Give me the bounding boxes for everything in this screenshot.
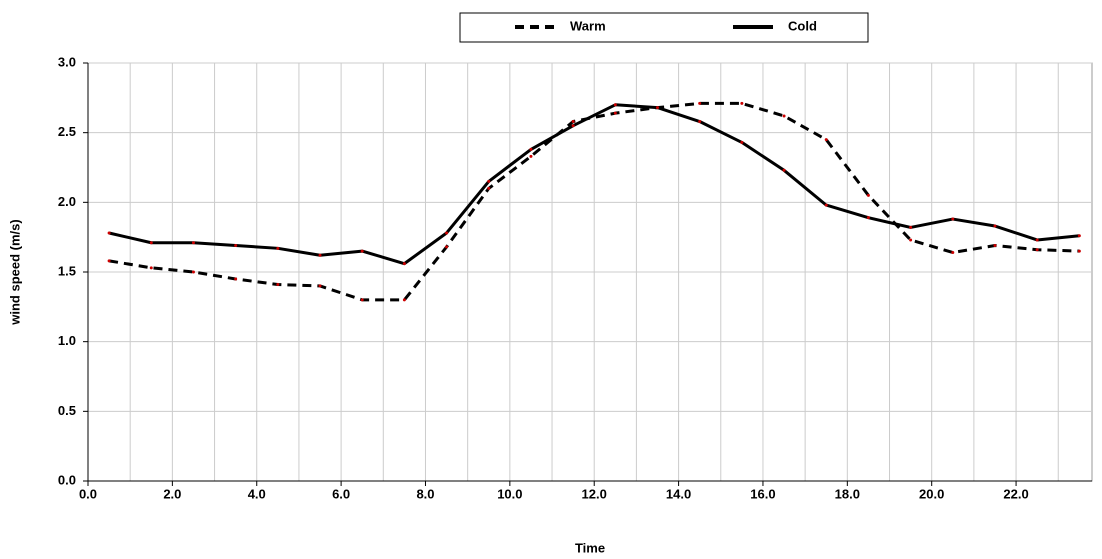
point-marker <box>993 244 997 248</box>
point-marker <box>571 124 575 128</box>
point-marker <box>107 259 111 263</box>
point-marker <box>529 154 533 158</box>
point-marker <box>149 266 153 270</box>
series-line <box>108 103 1080 266</box>
y-tick-label: 1.5 <box>58 263 76 278</box>
point-marker <box>1035 248 1039 252</box>
x-tick-label: 16.0 <box>750 486 775 501</box>
point-marker <box>824 203 828 207</box>
point-marker <box>318 253 322 257</box>
y-axis-label: wind speed (m/s) <box>7 219 22 325</box>
y-tick-label: 0.5 <box>58 403 76 418</box>
point-marker <box>866 193 870 197</box>
point-marker <box>191 241 195 245</box>
x-tick-label: 18.0 <box>835 486 860 501</box>
point-marker <box>951 250 955 254</box>
x-tick-label: 2.0 <box>163 486 181 501</box>
point-marker <box>698 120 702 124</box>
x-tick-label: 14.0 <box>666 486 691 501</box>
point-marker <box>360 249 364 253</box>
point-marker <box>360 298 364 302</box>
point-marker <box>107 231 111 235</box>
x-tick-label: 0.0 <box>79 486 97 501</box>
x-tick-label: 8.0 <box>416 486 434 501</box>
point-marker <box>191 270 195 274</box>
point-marker <box>866 216 870 220</box>
x-tick-label: 10.0 <box>497 486 522 501</box>
point-marker <box>698 101 702 105</box>
point-marker <box>487 186 491 190</box>
point-marker <box>234 244 238 248</box>
point-marker <box>909 238 913 242</box>
point-marker <box>276 246 280 250</box>
legend-box <box>459 12 869 43</box>
y-tick-label: 0.0 <box>58 472 76 487</box>
y-tick-label: 3.0 <box>58 54 76 69</box>
point-marker <box>445 231 449 235</box>
y-tick-label: 1.0 <box>58 333 76 348</box>
point-marker <box>487 179 491 183</box>
point-marker <box>276 283 280 287</box>
legend-label: Warm <box>570 18 606 33</box>
x-tick-label: 4.0 <box>248 486 266 501</box>
point-marker <box>824 138 828 142</box>
point-marker <box>1077 234 1081 238</box>
point-marker <box>234 277 238 281</box>
point-marker <box>149 241 153 245</box>
point-marker <box>951 217 955 221</box>
point-marker <box>402 298 406 302</box>
point-marker <box>318 284 322 288</box>
series-line <box>108 101 1080 302</box>
x-tick-label: 20.0 <box>919 486 944 501</box>
point-marker <box>529 147 533 151</box>
x-tick-label: 22.0 <box>1003 486 1028 501</box>
point-marker <box>993 224 997 228</box>
x-tick-label: 12.0 <box>582 486 607 501</box>
point-marker <box>402 262 406 266</box>
point-marker <box>909 225 913 229</box>
point-marker <box>445 245 449 249</box>
legend-label: Cold <box>788 18 817 33</box>
point-marker <box>571 120 575 124</box>
point-marker <box>740 101 744 105</box>
point-marker <box>613 103 617 107</box>
point-marker <box>655 106 659 110</box>
x-tick-label: 6.0 <box>332 486 350 501</box>
point-marker <box>782 114 786 118</box>
point-marker <box>782 168 786 172</box>
point-marker <box>613 111 617 115</box>
point-marker <box>1077 249 1081 253</box>
y-tick-label: 2.5 <box>58 124 76 139</box>
point-marker <box>740 140 744 144</box>
y-tick-label: 2.0 <box>58 194 76 209</box>
point-marker <box>1035 238 1039 242</box>
x-axis-label: Time <box>575 540 605 555</box>
